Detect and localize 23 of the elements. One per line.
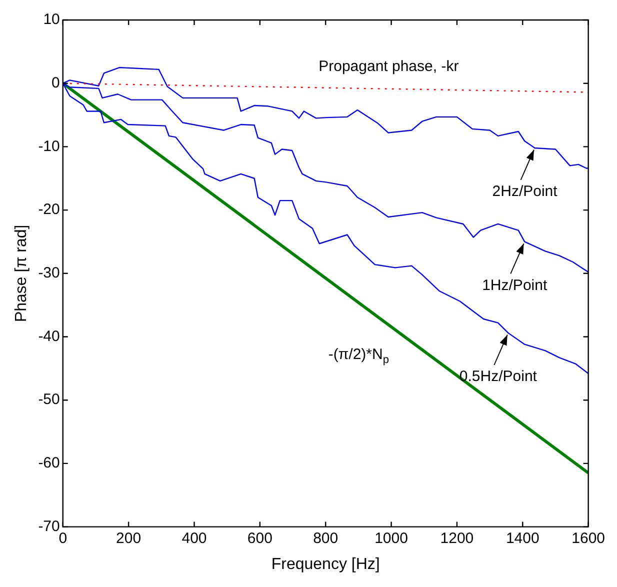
x-tick-label: 1000 (374, 530, 408, 547)
annotation: 1Hz/Point (482, 276, 548, 294)
x-tick-label: 200 (116, 530, 142, 547)
y-tick-label: -70 (38, 518, 60, 535)
x-tick-label: 600 (247, 530, 272, 547)
y-tick-label: -60 (38, 454, 60, 472)
series-label: Propagant phase, -kr (318, 58, 459, 75)
x-tick-label: 800 (313, 530, 338, 547)
y-tick-label: 0 (52, 74, 60, 92)
y-axis-title: Phase [π rad] (13, 224, 30, 322)
annotation: 0.5Hz/Point (459, 368, 538, 386)
x-tick-label: 1400 (506, 530, 540, 547)
x-tick-label: 1200 (440, 530, 474, 547)
annotation: 2Hz/Point (492, 183, 558, 200)
y-tick-label: -40 (38, 328, 60, 345)
y-tick-label: 10 (43, 11, 60, 28)
y-tick-label: -20 (38, 201, 60, 218)
x-tick-label: 400 (182, 530, 207, 547)
y-tick-label: -30 (38, 264, 60, 282)
x-axis-title: Frequency [Hz] (271, 556, 380, 573)
x-tick-label: 1600 (572, 530, 606, 547)
y-tick-label: -50 (38, 391, 60, 408)
y-tick-label: -10 (38, 138, 60, 155)
